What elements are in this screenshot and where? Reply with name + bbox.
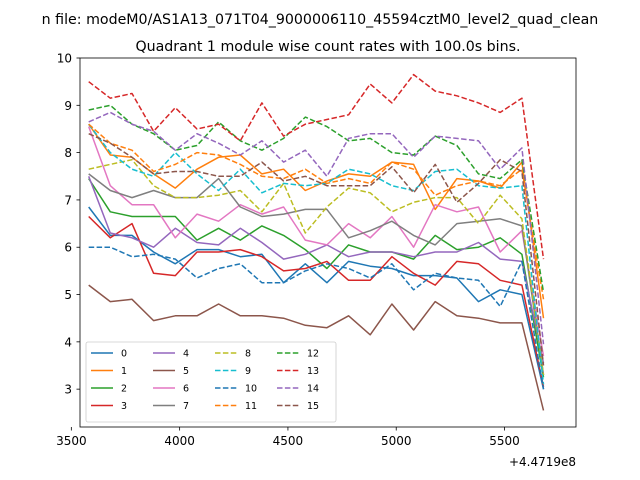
x-tick-label: 4500: [273, 434, 304, 448]
legend-label-4: 4: [183, 349, 189, 360]
legend-label-11: 11: [245, 401, 257, 412]
y-tick-label: 8: [64, 146, 72, 160]
x-offset-label: +4.4719e8: [509, 455, 576, 469]
legend-label-6: 6: [183, 384, 189, 395]
y-tick-label: 10: [57, 52, 72, 66]
legend-label-12: 12: [307, 349, 319, 360]
x-tick-label: 3500: [56, 434, 87, 448]
legend-label-2: 2: [121, 384, 127, 395]
series-line-5: [88, 284, 545, 411]
y-tick-label: 9: [64, 99, 72, 113]
y-tick-label: 4: [64, 335, 72, 349]
series-line-1: [88, 123, 545, 319]
series-line-9: [88, 123, 545, 385]
series-line-15: [88, 133, 545, 366]
series-line-11: [88, 123, 545, 300]
series-line-14: [88, 111, 545, 345]
series-line-13: [88, 73, 545, 260]
legend-label-5: 5: [183, 366, 189, 377]
chart-title: Quadrant 1 module wise count rates with …: [135, 39, 520, 55]
legend-label-7: 7: [183, 401, 189, 412]
plot-area: 3500 4000 4500 5000 550034567891001234567891…: [56, 52, 577, 448]
y-tick-label: 6: [64, 241, 72, 255]
x-tick-label: 4000: [164, 434, 195, 448]
legend-label-9: 9: [245, 366, 251, 377]
series-line-10: [88, 246, 545, 390]
series-line-6: [87, 126, 545, 357]
legend-label-10: 10: [245, 384, 257, 395]
axes-frame: [79, 57, 577, 428]
x-tick-label: 5000: [381, 434, 412, 448]
legend-label-3: 3: [121, 401, 127, 412]
y-tick-label: 3: [64, 383, 72, 397]
legend-label-8: 8: [245, 349, 251, 360]
x-tick-label: 5500: [489, 434, 520, 448]
series-line-2: [88, 178, 545, 378]
series-line-12: [88, 104, 545, 293]
legend-label-1: 1: [121, 366, 127, 377]
series-line-7: [88, 173, 545, 376]
legend-label-14: 14: [307, 384, 319, 395]
figure-suptitle: n file: modeM0/AS1A13_071T04_9000006110_…: [42, 12, 599, 28]
series-line-8: [88, 158, 545, 376]
series-line-4: [87, 176, 545, 364]
legend-label-15: 15: [307, 401, 319, 412]
series-line-0: [88, 206, 545, 390]
series-line-3: [88, 215, 545, 387]
y-tick-label: 5: [64, 288, 72, 302]
legend-label-13: 13: [307, 366, 319, 377]
y-tick-label: 7: [64, 193, 72, 207]
legend-label-0: 0: [121, 349, 127, 360]
legend-box: [85, 341, 337, 423]
